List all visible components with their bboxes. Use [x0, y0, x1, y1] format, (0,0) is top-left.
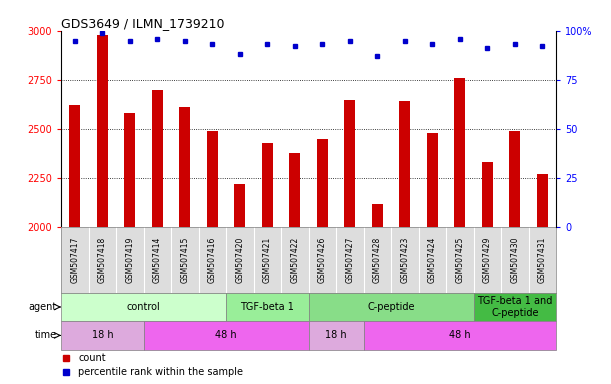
Text: GSM507431: GSM507431 — [538, 237, 547, 283]
Text: time: time — [35, 330, 57, 340]
Bar — [144, 321, 309, 349]
Text: 18 h: 18 h — [325, 330, 347, 340]
Bar — [482, 162, 492, 227]
Bar — [364, 321, 556, 349]
Text: 18 h: 18 h — [92, 330, 113, 340]
Text: TGF-beta 1 and
C-peptide: TGF-beta 1 and C-peptide — [477, 296, 552, 318]
Text: GSM507414: GSM507414 — [153, 237, 162, 283]
Text: GSM507419: GSM507419 — [125, 237, 134, 283]
Bar — [61, 293, 226, 321]
Text: count: count — [78, 353, 106, 363]
Text: percentile rank within the sample: percentile rank within the sample — [78, 367, 243, 377]
Text: GSM507430: GSM507430 — [510, 237, 519, 283]
Text: 48 h: 48 h — [215, 330, 237, 340]
Text: GSM507427: GSM507427 — [345, 237, 354, 283]
Bar — [226, 293, 309, 321]
Text: GSM507429: GSM507429 — [483, 237, 492, 283]
Bar — [234, 184, 246, 227]
Bar — [262, 143, 273, 227]
Bar — [316, 139, 327, 227]
Bar — [345, 99, 356, 227]
Bar — [309, 293, 474, 321]
Text: agent: agent — [29, 302, 57, 312]
Bar — [510, 131, 520, 227]
Text: TGF-beta 1: TGF-beta 1 — [240, 302, 295, 312]
Text: GSM507421: GSM507421 — [263, 237, 272, 283]
Text: GSM507417: GSM507417 — [70, 237, 79, 283]
Text: GSM507418: GSM507418 — [98, 237, 107, 283]
Text: GSM507423: GSM507423 — [400, 237, 409, 283]
Bar — [61, 321, 144, 349]
Bar — [152, 90, 163, 227]
Text: GSM507426: GSM507426 — [318, 237, 327, 283]
Text: GSM507424: GSM507424 — [428, 237, 437, 283]
Bar — [537, 174, 547, 227]
Bar — [70, 106, 81, 227]
Bar — [474, 293, 556, 321]
Bar — [125, 113, 136, 227]
Text: C-peptide: C-peptide — [367, 302, 415, 312]
Bar — [371, 204, 382, 227]
Text: GSM507415: GSM507415 — [180, 237, 189, 283]
Bar — [309, 321, 364, 349]
Bar — [290, 152, 301, 227]
Text: GSM507425: GSM507425 — [455, 237, 464, 283]
Bar — [400, 101, 411, 227]
Bar — [426, 133, 437, 227]
Bar — [455, 78, 466, 227]
Text: control: control — [126, 302, 161, 312]
Text: 48 h: 48 h — [449, 330, 470, 340]
Text: GSM507422: GSM507422 — [290, 237, 299, 283]
Bar — [207, 131, 218, 227]
Text: GSM507420: GSM507420 — [235, 237, 244, 283]
Bar — [179, 108, 191, 227]
Text: GSM507428: GSM507428 — [373, 237, 382, 283]
Text: GSM507416: GSM507416 — [208, 237, 217, 283]
Text: GDS3649 / ILMN_1739210: GDS3649 / ILMN_1739210 — [61, 17, 225, 30]
Bar — [97, 35, 108, 227]
